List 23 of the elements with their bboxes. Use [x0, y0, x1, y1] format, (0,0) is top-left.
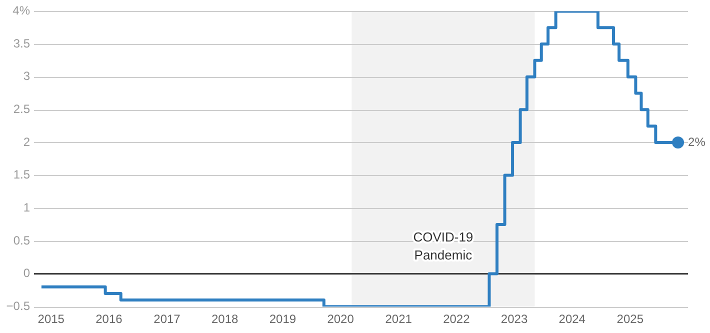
x-tick-label: 2022: [443, 312, 470, 326]
x-tick-label: 2019: [269, 312, 296, 326]
y-tick-label: 3: [23, 69, 30, 84]
y-tick-label: 4%: [12, 4, 30, 18]
annotation: 2%: [688, 134, 706, 149]
x-tick-label: 2023: [500, 312, 528, 326]
x-tick-label: 2021: [385, 312, 412, 326]
x-tick-label: 2016: [96, 312, 123, 326]
y-tick-label: −0.5: [6, 298, 30, 313]
y-tick-label: 0: [23, 266, 30, 280]
y-tick-label: 1: [23, 200, 30, 214]
x-tick-label: 2015: [38, 312, 65, 326]
y-tick-label: 0.5: [13, 233, 30, 248]
x-tick-label: 2024: [558, 312, 586, 326]
x-tick-label: 2025: [616, 312, 644, 326]
x-tick-label: 2017: [154, 312, 181, 326]
y-tick-label: 2.5: [13, 102, 30, 116]
y-tick-label: 1.5: [13, 168, 30, 182]
x-tick-label: 2020: [327, 312, 354, 326]
band-label: COVID-19 Pandemic: [413, 229, 474, 262]
y-tick-label: 2: [23, 134, 30, 149]
x-tick-label: 2018: [211, 312, 239, 326]
y-tick-label: 3.5: [13, 36, 30, 50]
